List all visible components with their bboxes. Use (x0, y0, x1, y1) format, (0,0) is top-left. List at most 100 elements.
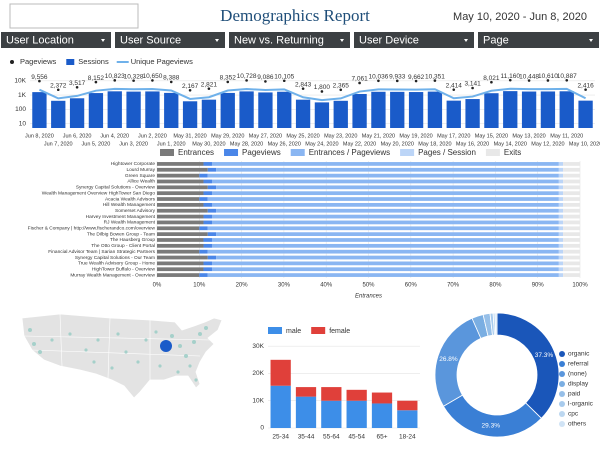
point (358, 81, 361, 85)
data-label: 10,036 (368, 74, 388, 81)
data-label: 2,167 (182, 83, 199, 90)
bar-segment (558, 220, 564, 225)
bar (258, 92, 273, 128)
bar-segment (211, 214, 559, 219)
filter-dropdown[interactable] (115, 32, 225, 48)
legend-marker (559, 421, 565, 427)
bar-segment (558, 162, 564, 166)
y-tick-label: The Hausberg Group (110, 237, 155, 243)
data-label: 2,843 (295, 81, 312, 88)
data-label: 10,328 (124, 73, 144, 80)
x-tick-label: 100% (572, 283, 588, 289)
bar-segment (157, 179, 204, 184)
bar-segment (321, 400, 342, 428)
y-tick-label: Allice Wealth (127, 179, 155, 185)
bar-segment (563, 267, 580, 272)
bar-segment (211, 220, 559, 225)
data-label: 9,086 (257, 74, 274, 81)
bar (295, 99, 311, 128)
bar-segment (558, 255, 564, 260)
bar-segment (563, 173, 580, 178)
point (490, 80, 493, 84)
legend-label: Entrances / Pageviews (309, 148, 390, 157)
x-tick-label: May 24, 2020 (305, 141, 338, 147)
legend-label: referral (568, 361, 589, 368)
bar (446, 100, 461, 128)
x-tick-label: 80% (489, 283, 502, 289)
point (245, 79, 248, 82)
bar (164, 92, 179, 128)
y-tick-label: 20K (252, 370, 264, 377)
x-tick-label: Jun 6, 2020 (63, 133, 92, 139)
legend-marker (268, 327, 282, 334)
x-tick-label: 35-44 (298, 434, 315, 441)
bar-segment (199, 197, 208, 201)
geo-map (21, 313, 223, 399)
bar-segment (563, 162, 580, 166)
filter-label[interactable]: Page (483, 34, 509, 46)
bar-segment (346, 389, 367, 401)
data-label: 37.3% (535, 352, 554, 359)
bar-segment (157, 238, 204, 242)
bar (333, 100, 348, 128)
bar-segment (563, 197, 580, 201)
bar (352, 93, 367, 128)
x-tick-label: Jun 7, 2020 (44, 141, 73, 147)
data-label: 10,728 (237, 73, 257, 80)
filter-label[interactable]: User Location (6, 34, 74, 46)
highlight-location (160, 340, 172, 352)
filter-dropdown[interactable] (354, 32, 474, 48)
bar (126, 91, 141, 128)
dropdown-arrow (464, 39, 468, 42)
filter-label[interactable]: User Device (359, 34, 419, 46)
data-label: 8,021 (483, 75, 500, 82)
x-tick-label: May 15, 2020 (475, 133, 508, 139)
data-label: 10,351 (425, 73, 445, 80)
date-range[interactable]: May 10, 2020 - Jun 8, 2020 (453, 11, 587, 23)
x-tick-label: 40% (320, 283, 333, 289)
x-tick-label: May 27, 2020 (249, 133, 282, 139)
y-tick-label: Hightower Corporate (111, 161, 156, 167)
bar (201, 99, 217, 128)
bar-segment (211, 238, 559, 242)
data-label: 8,388 (163, 75, 180, 82)
y-tick-label: 10 (19, 120, 27, 127)
filter-dropdown[interactable] (1, 32, 111, 48)
filter-dropdown[interactable] (478, 32, 599, 48)
legend-marker (311, 327, 326, 334)
point (527, 79, 531, 82)
bar-segment (270, 359, 291, 386)
bar-segment (558, 214, 564, 219)
bar (69, 98, 85, 128)
point (38, 79, 41, 83)
point (414, 79, 418, 83)
bar-segment (563, 255, 580, 260)
x-tick-label: 0% (153, 283, 162, 289)
bar-segment (558, 203, 564, 207)
legend-label: Unique Pageviews (131, 57, 193, 66)
filter-label[interactable]: New vs. Returning (234, 34, 324, 46)
bar-segment (157, 220, 204, 225)
y-tick-label: 100 (15, 106, 26, 113)
filter-label[interactable]: User Source (120, 34, 181, 46)
x-tick-label: May 31, 2020 (173, 133, 206, 139)
data-label: 7,061 (351, 76, 368, 83)
filter-dropdown[interactable] (229, 32, 350, 48)
bar (390, 91, 405, 128)
data-label: 1,800 (314, 84, 331, 91)
legend-marker (559, 391, 565, 397)
bar-segment (199, 173, 208, 178)
point (433, 79, 437, 82)
bar-segment (558, 232, 564, 236)
data-label: 10,105 (274, 73, 294, 80)
dropdown-arrow (215, 39, 219, 42)
bar-segment (207, 249, 559, 254)
bar-segment (563, 214, 580, 219)
bar-segment (157, 167, 208, 172)
data-label: 9,662 (408, 74, 425, 81)
x-tick-label: 65+ (376, 434, 387, 441)
bar-segment (207, 255, 217, 260)
bar-segment (563, 249, 580, 254)
y-tick-label: 10K (14, 78, 26, 85)
data-label: 2,365 (333, 82, 350, 89)
